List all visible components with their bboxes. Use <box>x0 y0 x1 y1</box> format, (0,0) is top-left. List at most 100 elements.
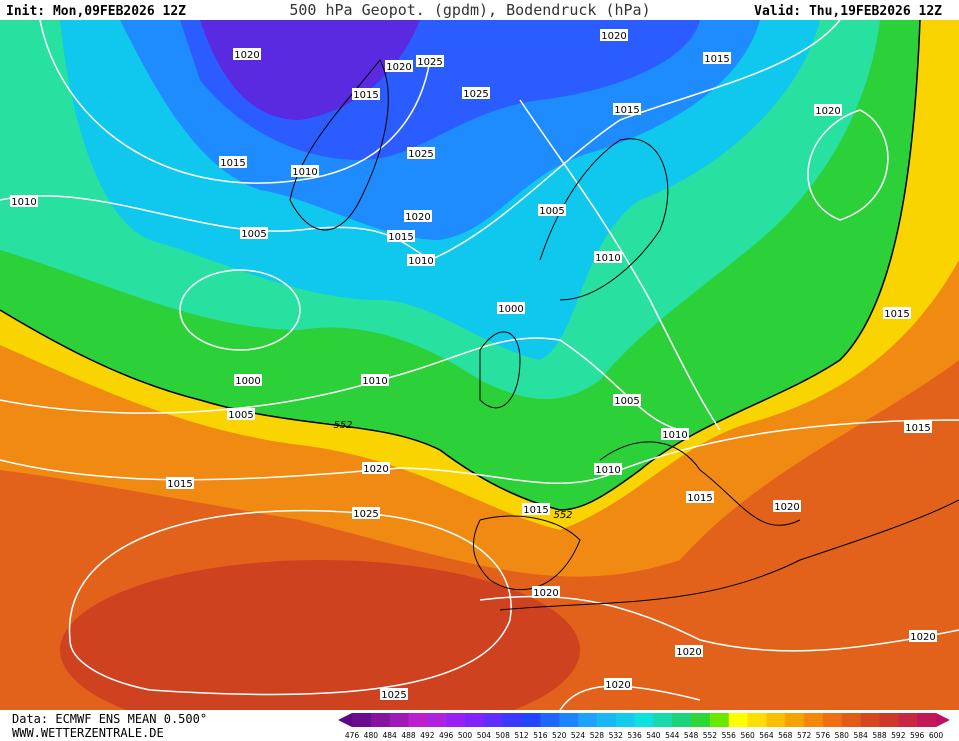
isobar-label: 1010 <box>595 465 620 476</box>
colorbar-swatch <box>728 713 749 727</box>
isobar-label: 1010 <box>11 197 36 208</box>
colorbar-label: 504 <box>477 731 492 740</box>
isobar-label-box <box>462 87 490 99</box>
isobar-label-box <box>600 29 628 41</box>
valid-text: Valid: Thu,19FEB2026 12Z <box>754 4 942 19</box>
colorbar-label: 492 <box>420 731 435 740</box>
colorbar-label: 508 <box>496 731 511 740</box>
colorbar-label: 480 <box>364 731 379 740</box>
isobar-label: 1020 <box>676 647 701 658</box>
isobar-label: 1000 <box>235 376 260 387</box>
colorbar-swatch <box>389 713 410 727</box>
colorbar-swatch <box>634 713 654 727</box>
isobar-label: 1015 <box>884 309 909 320</box>
isobar-label-box <box>352 507 380 519</box>
colorbar-end-low <box>338 713 352 727</box>
colorbar-swatch <box>917 713 937 727</box>
isobar-label: 1015 <box>523 505 548 516</box>
isobar-label: 1020 <box>533 588 558 599</box>
isobar-label: 1015 <box>353 90 378 101</box>
isobar-label-box <box>380 688 408 700</box>
isobar-label-box <box>604 678 632 690</box>
isobar-label: 1020 <box>363 464 388 475</box>
colorbar-swatch <box>427 713 447 727</box>
contour-label: 552 <box>553 510 572 521</box>
isobar-label-box <box>686 491 714 503</box>
colorbar-label: 556 <box>722 731 737 740</box>
isobar-label-box <box>883 307 911 319</box>
colorbar-label: 596 <box>910 731 925 740</box>
isobar-label: 1025 <box>463 89 488 100</box>
colorbar-label: 516 <box>533 731 548 740</box>
isobar-label: 1015 <box>614 105 639 116</box>
colorbar-swatch <box>465 713 485 727</box>
colorbar-swatch <box>370 713 391 727</box>
isobar-label: 1020 <box>605 680 630 691</box>
colorbar-end-high <box>936 713 950 727</box>
isobar-label: 1020 <box>601 31 626 42</box>
map-title: 500 hPa Geopot. (gpdm), Bodendruck (hPa) <box>289 1 650 19</box>
colorbar-swatch <box>653 713 673 727</box>
isobar-label: 1020 <box>910 632 935 643</box>
isobar-label-box <box>613 103 641 115</box>
colorbar-swatch <box>521 713 541 727</box>
colorbar-label: 544 <box>665 731 680 740</box>
colorbar-label: 564 <box>759 731 774 740</box>
colorbar-label: 528 <box>590 731 605 740</box>
isobar-label: 1015 <box>220 158 245 169</box>
colorbar-label: 540 <box>646 731 661 740</box>
isobar-label: 1015 <box>687 493 712 504</box>
isobar-label-box <box>352 88 380 100</box>
colorbar-label: 512 <box>514 731 529 740</box>
isobar-label: 1010 <box>362 376 387 387</box>
colorbar-swatch <box>804 713 824 727</box>
colorbar-label: 552 <box>703 731 718 740</box>
colorbar-label: 572 <box>797 731 812 740</box>
colorbar-label: 488 <box>401 731 416 740</box>
isobar-label-box <box>234 374 262 386</box>
isobar-label-box <box>240 227 268 239</box>
colorbar-swatch <box>898 713 918 727</box>
isobar-label: 1025 <box>417 57 442 68</box>
isobar-label-box <box>814 104 842 116</box>
isobar-label-box <box>538 204 566 216</box>
colorbar-swatch <box>822 713 843 727</box>
colorbar-label: 536 <box>627 731 642 740</box>
map-area <box>0 19 959 740</box>
colorbar-swatch <box>747 713 767 727</box>
isobar-label-box <box>594 251 622 263</box>
isobar-label-box <box>166 477 194 489</box>
isobar-label-box <box>387 230 415 242</box>
colorbar-label: 532 <box>609 731 624 740</box>
isobar-label-box <box>909 630 937 642</box>
isobar-label-box <box>416 55 444 67</box>
colorbar-label: 560 <box>740 731 755 740</box>
isobar-label-box <box>613 394 641 406</box>
colorbar-swatch <box>578 713 598 727</box>
isobar-label: 1010 <box>595 253 620 264</box>
isobar-label: 1010 <box>662 430 687 441</box>
band-dark-red <box>60 560 580 740</box>
band-purple <box>200 20 420 120</box>
colorbar-swatch <box>860 713 880 727</box>
isobar-label: 1020 <box>774 502 799 513</box>
isobar-label-box <box>233 48 261 60</box>
isobar-label-box <box>497 302 525 314</box>
isobar-label-box <box>362 462 390 474</box>
isobar-label-box <box>407 147 435 159</box>
colorbar-swatch <box>408 713 428 727</box>
init-text: Init: Mon,09FEB2026 12Z <box>6 4 186 19</box>
labels: 1020 1020 1025 1015 1025 1020 1015 1015 1020 1015… <box>10 29 937 701</box>
colorbar-swatch <box>540 713 560 727</box>
colorbar-label: 524 <box>571 731 586 740</box>
colorbar-label: 588 <box>872 731 887 740</box>
isobar-label-box <box>227 408 255 420</box>
colorbar-label: 496 <box>439 731 454 740</box>
colorbar-swatch <box>709 713 730 727</box>
isobar-label-box <box>407 254 435 266</box>
isobar-label-box <box>219 156 247 168</box>
data-source: Data: ECMWF ENS MEAN 0.500° <box>12 712 207 726</box>
isobar-label-box <box>675 645 703 657</box>
colorbar-swatch <box>446 713 466 727</box>
